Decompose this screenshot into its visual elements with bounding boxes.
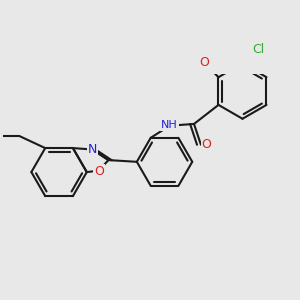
Text: O: O (94, 165, 104, 178)
Text: O: O (202, 138, 212, 151)
Text: N: N (88, 142, 97, 156)
Text: O: O (200, 56, 210, 69)
Text: Cl: Cl (252, 43, 264, 56)
Text: NH: NH (161, 120, 178, 130)
